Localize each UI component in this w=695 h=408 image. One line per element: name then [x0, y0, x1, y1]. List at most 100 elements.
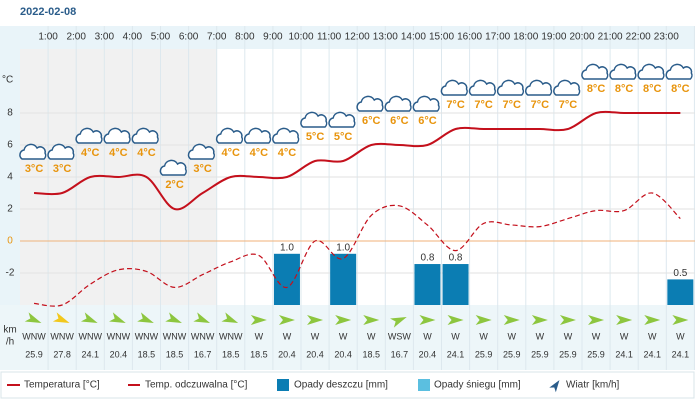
wind-direction: WNW	[107, 331, 131, 341]
wind-direction: W	[451, 331, 460, 341]
wind-arrow	[447, 315, 464, 325]
rain-label: 1.0	[280, 242, 294, 253]
hour-label: 13:00	[373, 32, 398, 43]
wind-direction: WNW	[79, 331, 103, 341]
weather-icon	[468, 79, 496, 96]
wind-speed: 27.8	[53, 349, 71, 359]
weather-icon	[131, 127, 159, 144]
temperature-label: 8°C	[671, 83, 690, 95]
legend-label: Temp. odczuwalna [°C]	[145, 380, 248, 391]
legend-swatch	[418, 379, 430, 391]
rain-bar	[330, 253, 357, 305]
wind-speed: 24.1	[447, 349, 465, 359]
hour-label: 23:00	[654, 32, 679, 43]
temperature-label: 8°C	[587, 83, 606, 95]
legend-box	[0, 371, 695, 399]
wind-arrow	[221, 312, 239, 324]
hour-label: 21:00	[598, 32, 623, 43]
wind-direction: WSW	[388, 331, 411, 341]
temperature-label: 6°C	[362, 115, 381, 127]
y-tick-label: 2	[7, 204, 13, 215]
y-unit: °C	[2, 75, 13, 86]
weather-icon	[103, 127, 131, 144]
wind-direction: WNW	[135, 331, 159, 341]
weather-icon	[47, 143, 75, 160]
y-tick-label: -2	[6, 268, 15, 279]
wind-arrow	[109, 312, 126, 324]
weather-icon	[328, 111, 356, 128]
wind-arrow	[80, 312, 98, 324]
wind-arrow	[644, 315, 661, 325]
temperature-label: 4°C	[137, 147, 156, 159]
wind-arrow	[475, 315, 492, 325]
wind-direction: W	[423, 331, 432, 341]
hour-row	[0, 26, 695, 49]
wind-arrow	[165, 312, 182, 324]
wind-direction: W	[564, 331, 573, 341]
y-tick-label: 6	[7, 140, 13, 151]
hour-label: 20:00	[569, 32, 594, 43]
wind-direction: W	[255, 331, 264, 341]
wind-arrow	[250, 315, 267, 325]
wind-arrow	[672, 315, 689, 325]
hour-label: 7:00	[207, 32, 227, 43]
wind-arrow	[137, 312, 154, 324]
weather-icon	[496, 79, 525, 96]
axis-column	[0, 26, 20, 370]
wind-arrow	[419, 315, 436, 325]
temperature-label: 7°C	[503, 99, 522, 111]
hour-label: 5:00	[151, 32, 171, 43]
temperature-label: 3°C	[193, 163, 212, 175]
hour-label: 18:00	[513, 32, 538, 43]
wind-arrow	[390, 316, 407, 328]
wind-unit: /h	[6, 337, 14, 348]
wind-direction: W	[283, 331, 292, 341]
wind-speed: 25.9	[25, 349, 43, 359]
wind-arrow	[363, 315, 380, 325]
wind-direction: WNW	[219, 331, 243, 341]
wind-unit: km	[3, 325, 16, 336]
weather-icon	[244, 127, 272, 144]
wind-speed: 16.7	[391, 349, 409, 359]
hour-label: 19:00	[541, 32, 566, 43]
rain-bar	[667, 279, 694, 305]
weather-icon	[384, 95, 412, 112]
hour-label: 1:00	[38, 32, 58, 43]
wind-arrow	[559, 315, 576, 325]
weather-icon	[637, 63, 665, 80]
wind-direction: W	[508, 331, 517, 341]
weather-icon	[300, 111, 328, 128]
wind-direction: W	[648, 331, 657, 341]
legend-label: Temperatura [°C]	[24, 380, 100, 391]
temperature-label: 2°C	[165, 179, 184, 191]
weather-icon	[440, 79, 468, 96]
rain-label: 0.8	[420, 253, 434, 264]
rain-label: 1.0	[336, 242, 350, 253]
temperature-label: 5°C	[334, 131, 353, 143]
rain-bar	[414, 264, 441, 305]
y-tick-label: 4	[7, 172, 13, 183]
y-tick-label: 0	[7, 236, 13, 247]
hour-label: 8:00	[235, 32, 255, 43]
wind-speed: 24.1	[672, 349, 690, 359]
wind-direction: W	[536, 331, 545, 341]
wind-arrow	[193, 312, 211, 324]
wind-arrow	[531, 315, 548, 325]
weather-icon	[215, 127, 244, 144]
hour-label: 6:00	[179, 32, 199, 43]
wind-direction: W	[339, 331, 348, 341]
legend-label: Opady deszczu [mm]	[294, 380, 388, 391]
wind-arrow	[307, 315, 324, 325]
wind-speed: 20.4	[334, 349, 352, 359]
wind-speed: 20.4	[110, 349, 128, 359]
wind-arrow	[24, 312, 42, 324]
weather-icon	[553, 79, 581, 96]
weather-icon	[356, 95, 384, 112]
wind-direction: W	[479, 331, 488, 341]
temperature-label: 4°C	[222, 147, 241, 159]
rain-bar	[442, 264, 469, 305]
temperature-line	[34, 110, 681, 211]
weather-icon	[581, 63, 609, 80]
legend-label: Wiatr [km/h]	[566, 380, 620, 391]
